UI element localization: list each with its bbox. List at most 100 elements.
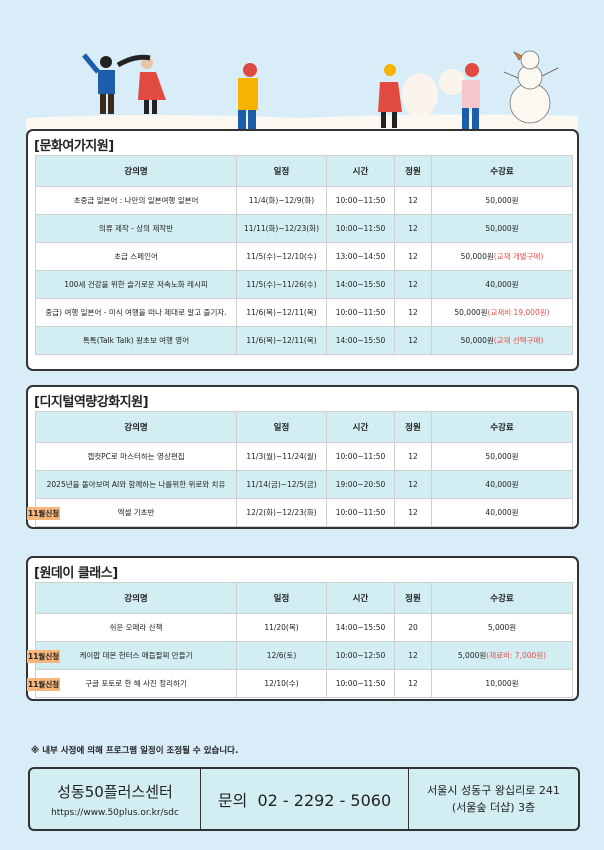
org-url-link[interactable]: https://www.50plus.or.kr/sdc (51, 807, 179, 818)
time-cell: 10:00~11:50 (326, 186, 395, 215)
course-name: 초급 스페인어 (114, 252, 158, 261)
time-cell: 10:00~11:50 (326, 498, 395, 527)
course-name: 톡톡(Talk Talk) 왕초보 여행 영어 (82, 336, 190, 345)
fee-note: (교재 개별구매) (493, 252, 544, 261)
course-table: 강의명 일정 시간 정원 수강료 초중급 일본어 : 나만의 일본여행 일본어 11/4(화… (35, 155, 573, 355)
table-header-row: 강의명 일정 시간 정원 수강료 (35, 155, 573, 187)
capacity-cell: 12 (394, 498, 432, 527)
table-row: 100세 건강을 위한 슬기로운 저속노화 레시피 11/5(수)~11/26(수… (35, 270, 573, 299)
capacity-cell: 12 (394, 186, 432, 215)
schedule-cell: 12/6(토) (236, 641, 327, 670)
fee-cell: 5,000원(재료비: 7,000원) (431, 641, 573, 670)
table-row: 중급) 여행 일본어 - 미식 여행을 떠나 제대로 알고 즐기자. 11/6(목… (35, 298, 573, 327)
section-title: [문화여가지원] (34, 139, 114, 154)
course-name-cell: 11월신청 엑셀 기초반 (27, 498, 237, 527)
table-row: 11월신청 케이팝 데몬 헌터스 매듭팔찌 만들기 12/6(토) 10:00~12:… (27, 641, 573, 670)
fee: 50,000원 (460, 336, 494, 345)
column-header: 시간 (326, 155, 395, 187)
fee-cell: 50,000원 (431, 214, 573, 243)
course-table: 강의명 일정 시간 정원 수강료 캡컷PC로 마스터하는 영상편집 11/3(월)~11/2… (27, 411, 573, 527)
column-header: 수강료 (431, 411, 573, 443)
schedule-notice: ※ 내부 사정에 의해 프로그램 일정이 조정될 수 있습니다. (31, 746, 239, 756)
capacity-cell: 12 (394, 470, 432, 499)
contact-phone: 문의 02 - 2292 - 5060 (217, 791, 392, 810)
footer-contact: 문의 02 - 2292 - 5060 (201, 769, 409, 829)
schedule-cell: 11/11(화)~12/23(화) (236, 214, 327, 243)
column-header: 정원 (394, 411, 432, 443)
fee: 50,000원 (485, 452, 519, 461)
footer-contact-box: 성동50플러스센터 https://www.50plus.or.kr/sdc 문… (28, 767, 580, 831)
fee-cell: 10,000원 (431, 669, 573, 698)
footer-org: 성동50플러스센터 https://www.50plus.or.kr/sdc (30, 769, 201, 829)
fee: 40,000원 (485, 280, 519, 289)
fee-cell: 50,000원 (431, 442, 573, 471)
capacity-cell: 12 (394, 669, 432, 698)
registration-badge: 11월신청 (27, 507, 61, 520)
course-name-cell: 초급 스페인어 (35, 242, 237, 271)
registration-badge: 11월신청 (27, 678, 61, 691)
table-row: 톡톡(Talk Talk) 왕초보 여행 영어 11/6(목)~12/11(목) 1… (35, 326, 573, 355)
schedule-cell: 11/6(목)~12/11(목) (236, 298, 327, 327)
fee-cell: 5,000원 (431, 613, 573, 642)
fee: 5,000원 (457, 651, 487, 660)
capacity-cell: 12 (394, 326, 432, 355)
fee: 40,000원 (485, 508, 519, 517)
schedule-cell: 11/14(금)~12/5(금) (236, 470, 327, 499)
fee: 50,000원 (485, 224, 519, 233)
time-cell: 10:00~11:50 (326, 214, 395, 243)
course-name: 중급) 여행 일본어 - 미식 여행을 떠나 제대로 알고 즐기자. (45, 308, 227, 317)
course-name: 구글 포토로 한 해 사진 정리하기 (85, 679, 187, 688)
course-name-cell: 초중급 일본어 : 나만의 일본여행 일본어 (35, 186, 237, 215)
girl-snowball (378, 64, 438, 128)
schedule-cell: 12/10(수) (236, 669, 327, 698)
capacity-cell: 12 (394, 270, 432, 299)
time-cell: 10:00~11:50 (326, 442, 395, 471)
registration-badge: 11월신청 (27, 650, 61, 663)
column-header: 정원 (394, 582, 432, 614)
course-name-cell: 의류 제작 - 상의 제작반 (35, 214, 237, 243)
section-title: [원데이 클래스] (34, 566, 118, 581)
course-name: 쉬운 오페라 산책 (109, 623, 163, 632)
capacity-cell: 12 (394, 242, 432, 271)
fee-cell: 50,000원(교재 개별구매) (431, 242, 573, 271)
schedule-cell: 11/6(목)~12/11(목) (236, 326, 327, 355)
table-row: 캡컷PC로 마스터하는 영상편집 11/3(월)~11/24(월) 10:00~11… (35, 442, 573, 471)
course-name: 엑셀 기초반 (117, 508, 155, 517)
winter-kids-illustration (26, 50, 578, 130)
column-header: 수강료 (431, 155, 573, 187)
schedule-cell: 11/5(수)~11/26(수) (236, 270, 327, 299)
column-header: 강의명 (35, 411, 237, 443)
boy-blue-jacket (82, 53, 115, 114)
table-row: 의류 제작 - 상의 제작반 11/11(화)~12/23(화) 10:00~11:… (35, 214, 573, 243)
snowman (503, 50, 559, 124)
column-header: 일정 (236, 582, 327, 614)
schedule-cell: 11/3(월)~11/24(월) (236, 442, 327, 471)
course-table: 강의명 일정 시간 정원 수강료 쉬운 오페라 산책 11/20(목) 14:00~15:50… (27, 582, 573, 698)
fee-note: (교재 선택구매) (493, 336, 544, 345)
course-name-cell: 11월신청 케이팝 데몬 헌터스 매듭팔찌 만들기 (27, 641, 237, 670)
section-panel: [디지털역량강화지원] 강의명 일정 시간 정원 수강료 캡컷PC로 마스터하는 영상편집 1… (26, 385, 579, 529)
table-row: 11월신청 엑셀 기초반 12/2(화)~12/23(화) 10:00~11:50 12… (27, 498, 573, 527)
fee-cell: 40,000원 (431, 470, 573, 499)
course-name-cell: 2025년을 돌아보며 AI와 함께하는 나를위한 위로와 치유 (35, 470, 237, 499)
section-title: [디지털역량강화지원] (34, 395, 149, 410)
fee: 40,000원 (485, 480, 519, 489)
boy-pink (439, 63, 480, 130)
capacity-cell: 12 (394, 298, 432, 327)
fee-note: (교재비 19,000원) (487, 308, 550, 317)
time-cell: 14:00~15:50 (326, 270, 395, 299)
capacity-cell: 20 (394, 613, 432, 642)
girl-red-coat (116, 54, 166, 114)
column-header: 일정 (236, 155, 327, 187)
table-row: 11월신청 구글 포토로 한 해 사진 정리하기 12/10(수) 10:00~11:… (27, 669, 573, 698)
table-row: 쉬운 오페라 산책 11/20(목) 14:00~15:50 20 5,000원 (35, 613, 573, 642)
time-cell: 19:00~20:50 (326, 470, 395, 499)
course-name: 초중급 일본어 : 나만의 일본여행 일본어 (73, 196, 199, 205)
course-name-cell: 11월신청 구글 포토로 한 해 사진 정리하기 (27, 669, 237, 698)
child-yellow-jacket (238, 63, 258, 130)
course-name-cell: 100세 건강을 위한 슬기로운 저속노화 레시피 (35, 270, 237, 299)
time-cell: 10:00~11:50 (326, 298, 395, 327)
table-row: 초급 스페인어 11/5(수)~12/10(수) 13:00~14:50 12 50,0… (35, 242, 573, 271)
fee: 50,000원 (485, 196, 519, 205)
schedule-cell: 12/2(화)~12/23(화) (236, 498, 327, 527)
